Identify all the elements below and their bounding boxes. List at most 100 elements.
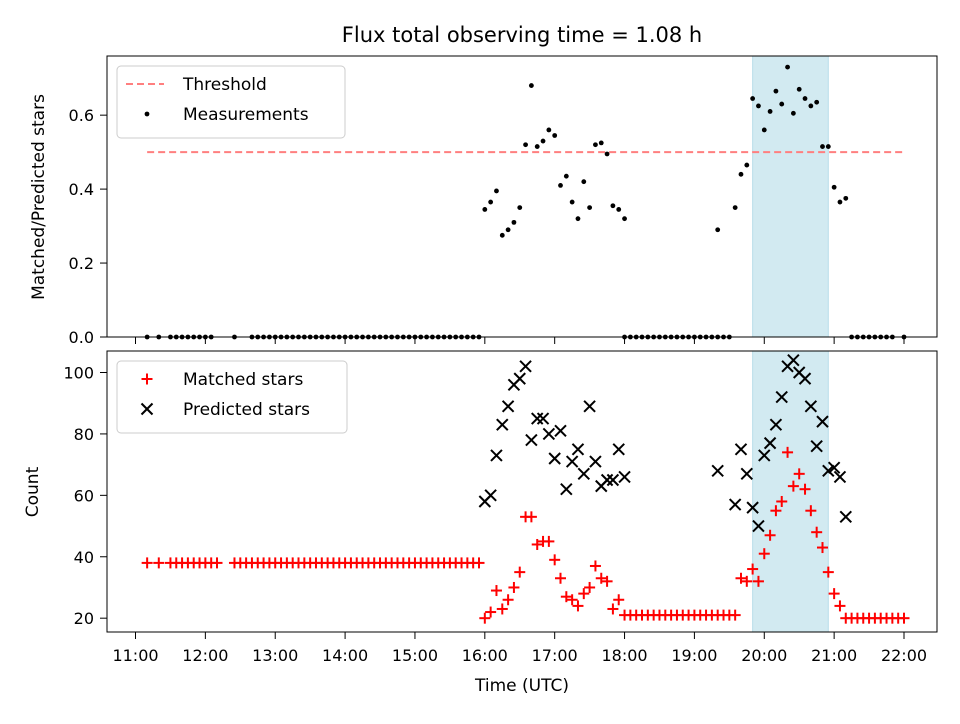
matched-stars-point [589, 560, 601, 572]
matched-stars-point [822, 566, 834, 578]
matched-stars-point [816, 542, 828, 554]
matched-stars-point [566, 594, 578, 606]
measurements-point [528, 83, 534, 88]
predicted-stars-point [577, 467, 590, 481]
matched-stars-point [741, 575, 753, 587]
panel-ratio-y-ticks: 0.0 0.2 0.4 0.6 [69, 106, 107, 347]
measurements-point [744, 162, 750, 168]
measurements-point [802, 96, 808, 101]
predicted-stars-point [536, 412, 550, 425]
predicted-stars-point [839, 510, 852, 524]
predicted-stars-point [531, 412, 544, 425]
measurements-point [540, 138, 546, 144]
matched-stars-point [514, 566, 526, 578]
x-tick-label: 20:00 [741, 646, 787, 665]
predicted-stars-point [798, 372, 812, 385]
x-tick-label: 13:00 [252, 646, 298, 665]
matched-stars-point [496, 603, 508, 615]
measurements-point [558, 183, 563, 188]
predicted-stars-point [565, 455, 579, 468]
panel-ratio-border [106, 55, 938, 338]
x-tick-label: 11:00 [112, 646, 158, 665]
matched-stars-point [508, 581, 520, 593]
matched-stars-point [211, 557, 223, 569]
measurements-point [517, 205, 523, 210]
measurements-point [499, 232, 505, 238]
matched-stars-point [782, 446, 794, 458]
legend-box [116, 65, 346, 139]
predicted-stars-point [501, 400, 515, 413]
legend-label: Measurements [183, 105, 309, 125]
predicted-stars-point [775, 390, 788, 404]
panel-ratio-ylabel: Matched/Predicted stars [29, 94, 49, 300]
panel-ratio-legend: Threshold Measurements [116, 65, 346, 139]
measurements-point [511, 219, 517, 225]
measurements-point [808, 103, 814, 109]
predicted-stars-point [804, 400, 818, 413]
measurements-point [569, 199, 575, 205]
x-tick-label: 22:00 [881, 646, 927, 665]
matched-stars-point [560, 591, 572, 603]
matched-stars-point [601, 575, 613, 587]
matched-stars-point [473, 557, 485, 569]
y-tick-label: 0.6 [69, 106, 94, 125]
predicted-stars-point [746, 501, 759, 514]
count-points [141, 354, 910, 624]
matched-stars-point [490, 585, 502, 597]
legend-swatch [140, 402, 154, 416]
predicted-stars-point [548, 452, 561, 465]
measurements-point [814, 99, 820, 105]
measurements-point [581, 179, 587, 185]
matched-stars-point [525, 511, 537, 523]
predicted-stars-point [833, 470, 847, 484]
y-tick-label: 100 [63, 363, 94, 382]
predicted-stars-point [600, 473, 614, 487]
matched-stars-point [502, 594, 514, 606]
predicted-stars-point [571, 443, 585, 456]
x-tick-label: 19:00 [671, 646, 717, 665]
predicted-stars-point [583, 400, 596, 413]
y-tick-label: 40 [74, 548, 94, 567]
measurements-point [750, 96, 756, 101]
measurements-point [785, 64, 790, 70]
x-tick-label: 14:00 [322, 646, 368, 665]
predicted-stars-point [612, 443, 625, 456]
legend-label: Predicted stars [183, 400, 310, 420]
predicted-stars-point [763, 436, 777, 450]
predicted-stars-point [752, 519, 765, 533]
matched-stars-point [811, 526, 823, 538]
predicted-stars-point [490, 449, 503, 462]
predicted-stars-point [496, 418, 509, 431]
measurements-point [843, 195, 849, 201]
matched-stars-point [549, 554, 561, 566]
matched-stars-point [595, 572, 607, 584]
measurements-point [610, 203, 616, 209]
matched-stars-point [141, 557, 153, 569]
y-tick-label: 0.2 [69, 254, 94, 273]
predicted-stars-point [554, 424, 567, 438]
predicted-stars-point [816, 415, 829, 428]
matched-stars-point [828, 588, 840, 600]
measurements-point [552, 133, 558, 138]
matched-stars-point [898, 612, 910, 624]
predicted-stars-point [560, 482, 573, 496]
shaded-interval [752, 350, 829, 633]
matched-stars-point [799, 483, 811, 495]
measurements-point [779, 101, 785, 107]
matched-stars-point [584, 581, 596, 593]
predicted-stars-point [606, 473, 620, 487]
measurements-point [820, 144, 825, 149]
panel-count-border [106, 350, 938, 633]
matched-stars-point [758, 548, 770, 560]
x-tick-label: 15:00 [392, 646, 438, 665]
matched-stars-point [834, 600, 846, 612]
matched-stars-point [752, 575, 764, 587]
measurements-point [738, 171, 744, 177]
measurements-point [505, 227, 511, 233]
measurements-point [598, 140, 604, 146]
predicted-stars-point [827, 461, 841, 474]
matched-stars-point [555, 572, 567, 584]
y-tick-label: 20 [74, 609, 94, 628]
measurements-point [756, 103, 761, 109]
predicted-stars-point [618, 470, 631, 484]
